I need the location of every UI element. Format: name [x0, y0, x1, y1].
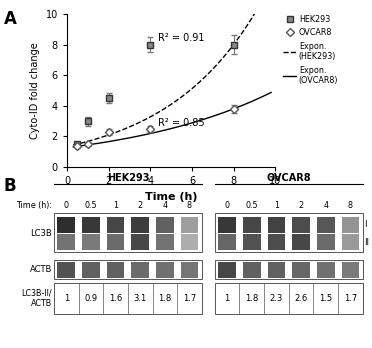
Text: 3.1: 3.1: [134, 294, 147, 303]
Bar: [317, 217, 334, 233]
Bar: [181, 235, 198, 250]
Bar: [341, 217, 359, 233]
Bar: [54, 260, 202, 279]
Bar: [218, 235, 236, 250]
Text: R² = 0.85: R² = 0.85: [158, 118, 205, 128]
Bar: [317, 235, 334, 250]
Bar: [131, 235, 149, 250]
Text: 4: 4: [323, 201, 328, 210]
Bar: [156, 262, 174, 278]
Text: HEK293: HEK293: [107, 173, 149, 183]
Bar: [215, 260, 363, 279]
Text: 1.8: 1.8: [245, 294, 259, 303]
Text: 1.7: 1.7: [183, 294, 196, 303]
Text: 1: 1: [113, 201, 118, 210]
Text: 1.5: 1.5: [319, 294, 332, 303]
Bar: [215, 283, 363, 314]
Bar: [292, 235, 310, 250]
Bar: [107, 235, 124, 250]
Text: 0.9: 0.9: [84, 294, 97, 303]
Bar: [107, 262, 124, 278]
Text: A: A: [4, 10, 17, 29]
Text: 0.5: 0.5: [246, 201, 258, 210]
Text: Time (h):: Time (h):: [16, 201, 52, 210]
Text: 8: 8: [348, 201, 353, 210]
Text: 4: 4: [162, 201, 167, 210]
Text: 1.7: 1.7: [344, 294, 357, 303]
Bar: [218, 262, 236, 278]
Text: 1: 1: [64, 294, 69, 303]
Text: B: B: [4, 177, 16, 196]
Bar: [243, 262, 261, 278]
Bar: [82, 235, 100, 250]
Bar: [181, 217, 198, 233]
Bar: [57, 262, 75, 278]
Text: 1: 1: [225, 294, 230, 303]
Bar: [292, 217, 310, 233]
Bar: [181, 262, 198, 278]
Bar: [107, 217, 124, 233]
Text: 1: 1: [274, 201, 279, 210]
Bar: [267, 217, 285, 233]
Bar: [267, 262, 285, 278]
Text: 0.5: 0.5: [84, 201, 97, 210]
Bar: [57, 217, 75, 233]
Bar: [82, 262, 100, 278]
Text: 2: 2: [298, 201, 304, 210]
Text: 2.6: 2.6: [295, 294, 308, 303]
Bar: [54, 213, 202, 252]
Bar: [215, 213, 363, 252]
Bar: [243, 235, 261, 250]
Bar: [218, 217, 236, 233]
Text: 1.8: 1.8: [158, 294, 171, 303]
Bar: [156, 235, 174, 250]
Text: 0: 0: [64, 201, 69, 210]
Text: I: I: [365, 220, 367, 229]
Bar: [341, 235, 359, 250]
Text: 8: 8: [187, 201, 192, 210]
Bar: [57, 235, 75, 250]
Text: LC3B: LC3B: [31, 229, 52, 238]
Bar: [267, 235, 285, 250]
Bar: [131, 217, 149, 233]
Bar: [54, 283, 202, 314]
X-axis label: Time (h): Time (h): [145, 192, 198, 201]
Text: ACTB: ACTB: [30, 265, 52, 274]
Bar: [156, 217, 174, 233]
Bar: [82, 217, 100, 233]
Text: II: II: [365, 238, 369, 247]
Legend: HEK293, OVCAR8, Expon.
(HEK293), Expon.
(OVCAR8): HEK293, OVCAR8, Expon. (HEK293), Expon. …: [283, 15, 338, 85]
Text: 0: 0: [225, 201, 230, 210]
Bar: [243, 217, 261, 233]
Text: 1.6: 1.6: [109, 294, 122, 303]
Bar: [341, 262, 359, 278]
Text: 2: 2: [138, 201, 143, 210]
Bar: [292, 262, 310, 278]
Y-axis label: Cyto-ID fold change: Cyto-ID fold change: [30, 42, 40, 139]
Text: 2.3: 2.3: [270, 294, 283, 303]
Text: R² = 0.91: R² = 0.91: [158, 33, 205, 44]
Bar: [131, 262, 149, 278]
Text: OVCAR8: OVCAR8: [266, 173, 311, 183]
Text: LC3B-II/
ACTB: LC3B-II/ ACTB: [22, 288, 52, 308]
Bar: [317, 262, 334, 278]
